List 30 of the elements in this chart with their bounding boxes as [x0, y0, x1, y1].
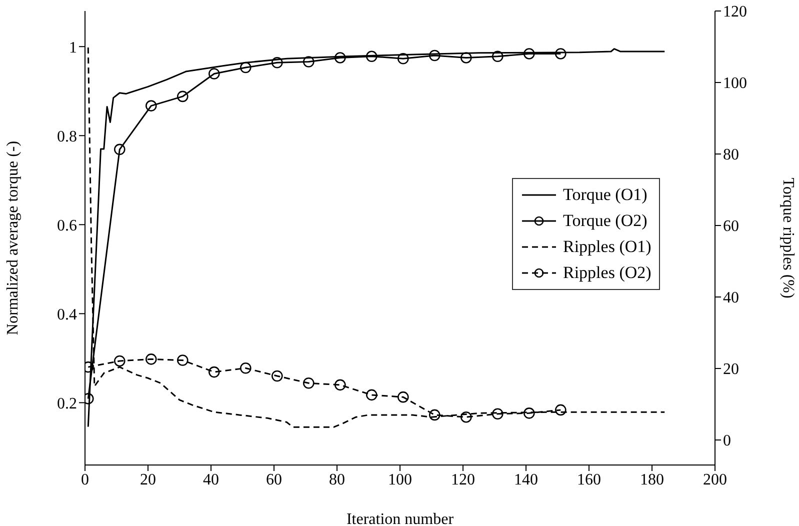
x-tick-label: 40: [203, 471, 219, 488]
y2-tick-label: 40: [723, 290, 739, 307]
x-axis-title: Iteration number: [346, 511, 454, 526]
y-tick-label: 0.4: [57, 306, 77, 324]
x-tick-label: 80: [329, 471, 345, 488]
x-tick-label: 60: [266, 471, 282, 488]
legend-label: Ripples (O2): [563, 262, 652, 284]
x-tick-label: 160: [577, 471, 601, 488]
legend-label: Torque (O1): [563, 184, 648, 206]
y-tick-label: 0.8: [57, 128, 77, 146]
x-tick-label: 200: [703, 471, 727, 488]
y-axis-title: Normalized average torque (-): [4, 140, 22, 336]
legend-label: Ripples (O1): [563, 236, 652, 258]
x-tick-label: 20: [140, 471, 156, 488]
x-tick-label: 120: [451, 471, 475, 488]
y2-tick-label: 20: [723, 361, 739, 378]
x-tick-label: 0: [81, 471, 89, 488]
y2-tick-label: 100: [723, 75, 747, 92]
x-tick-label: 140: [514, 471, 538, 488]
y-tick-label: 0.2: [57, 395, 77, 412]
x-tick-label: 100: [388, 471, 412, 488]
y2-tick-label: 120: [723, 4, 747, 21]
y2-axis-title: Torque ripples (%): [779, 178, 796, 298]
y-tick-label: 0.6: [57, 217, 77, 234]
y2-tick-label: 0: [723, 432, 731, 450]
legend-label: Torque (O2): [563, 210, 648, 232]
x-tick-label: 180: [640, 471, 664, 488]
y-tick-label: 1: [69, 39, 77, 56]
y2-tick-label: 60: [723, 218, 739, 236]
y2-tick-label: 80: [723, 146, 739, 164]
